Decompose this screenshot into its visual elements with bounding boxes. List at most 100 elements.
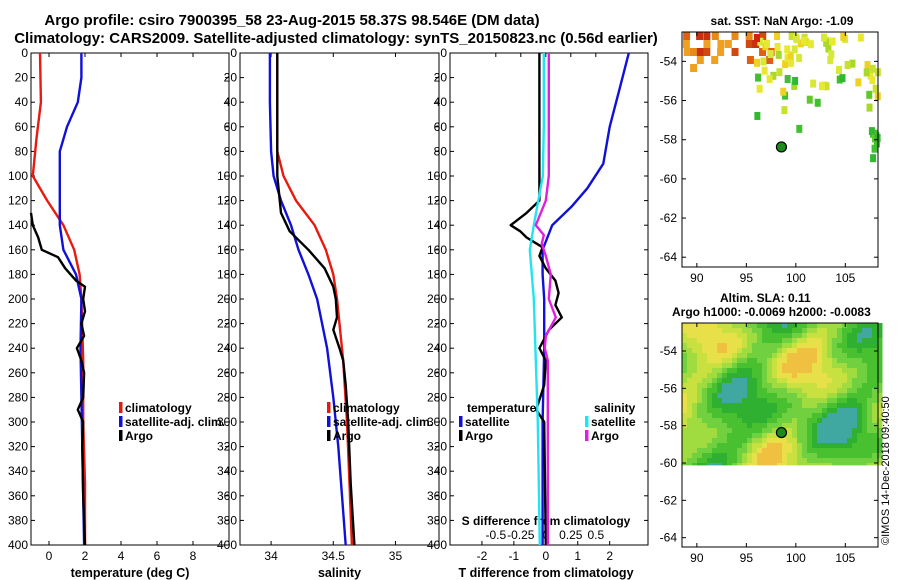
sla-cell bbox=[787, 368, 793, 374]
sla-cell bbox=[817, 443, 823, 449]
legend-swatch bbox=[327, 402, 331, 413]
sla-cell bbox=[862, 418, 868, 424]
sla-cell bbox=[862, 408, 868, 414]
sla-cell bbox=[802, 443, 808, 449]
sla-cell bbox=[697, 458, 703, 464]
sla-cell bbox=[807, 388, 813, 394]
sla-cell bbox=[862, 353, 868, 359]
sla-cell bbox=[707, 353, 713, 359]
sla-cell bbox=[762, 378, 768, 384]
sla-cell bbox=[727, 433, 733, 439]
sla-cell bbox=[787, 353, 793, 359]
sla-cell bbox=[837, 458, 843, 464]
sla-cell bbox=[832, 443, 838, 449]
sla-cell bbox=[822, 433, 828, 439]
sla-cell bbox=[692, 343, 698, 349]
sla-cell bbox=[772, 363, 778, 369]
sla-cell bbox=[877, 433, 883, 439]
sla-cell bbox=[872, 368, 878, 374]
sla-cell bbox=[702, 438, 708, 444]
sla-cell bbox=[867, 463, 873, 466]
sla-cell bbox=[832, 338, 838, 344]
sla-cell bbox=[767, 433, 773, 439]
sst-cell bbox=[866, 90, 873, 99]
sla-cell bbox=[767, 373, 773, 379]
sla-cell bbox=[857, 368, 863, 374]
sla-cell bbox=[832, 348, 838, 354]
sla-cell bbox=[797, 328, 803, 334]
sla-cell bbox=[802, 453, 808, 459]
sla-cell bbox=[747, 368, 753, 374]
sla-cell bbox=[877, 443, 883, 449]
y-tick-label: 360 bbox=[427, 489, 447, 503]
sla-cell bbox=[697, 428, 703, 434]
sla-cell bbox=[747, 333, 753, 339]
sla-cell bbox=[807, 383, 813, 389]
sla-cell bbox=[732, 443, 738, 449]
sla-cell bbox=[737, 328, 743, 334]
sla-cell bbox=[787, 448, 793, 454]
sla-cell bbox=[767, 453, 773, 459]
sla-cell bbox=[827, 383, 833, 389]
plot-frame bbox=[30, 52, 230, 546]
sla-cell bbox=[722, 458, 728, 464]
sla-cell bbox=[802, 378, 808, 384]
sla-cell bbox=[742, 438, 748, 444]
sla-cell bbox=[857, 343, 863, 349]
sla-cell bbox=[707, 373, 713, 379]
sla-cell bbox=[752, 368, 758, 374]
secondary-x-tick-label: 0.5 bbox=[587, 528, 604, 542]
sla-cell bbox=[737, 418, 743, 424]
sst-cell bbox=[703, 40, 711, 48]
sst-cell bbox=[829, 37, 836, 46]
sla-cell bbox=[787, 378, 793, 384]
sla-cell bbox=[837, 393, 843, 399]
sla-cell bbox=[727, 448, 733, 454]
sla-cell bbox=[872, 438, 878, 444]
sla-cell bbox=[812, 428, 818, 434]
sla-cell bbox=[792, 458, 798, 464]
sla-cell bbox=[877, 368, 883, 374]
y-tick-label: 220 bbox=[217, 317, 237, 331]
sla-cell bbox=[737, 393, 743, 399]
sla-cell bbox=[862, 328, 868, 334]
sla-cell bbox=[717, 413, 723, 419]
sla-cell bbox=[747, 413, 753, 419]
sla-cell bbox=[787, 408, 793, 414]
y-tick-label: 40 bbox=[224, 95, 238, 109]
sla-cell bbox=[692, 463, 698, 466]
sla-cell bbox=[877, 408, 883, 414]
map-x-tick-label: 100 bbox=[786, 271, 806, 285]
title-line-2: Climatology: CARS2009. Satellite-adjuste… bbox=[14, 30, 658, 47]
sla-cell bbox=[747, 373, 753, 379]
sla-cell bbox=[822, 348, 828, 354]
sla-cell bbox=[847, 463, 853, 466]
sla-cell bbox=[682, 418, 688, 424]
sla-cell bbox=[877, 448, 883, 454]
sla-cell bbox=[792, 368, 798, 374]
sla-cell bbox=[827, 438, 833, 444]
sla-cell bbox=[732, 323, 738, 329]
sst-cell bbox=[759, 48, 767, 56]
sla-cell bbox=[702, 373, 708, 379]
sla-cell bbox=[757, 438, 763, 444]
sla-cell bbox=[852, 348, 858, 354]
y-tick-label: 160 bbox=[427, 243, 447, 257]
sla-cell bbox=[712, 363, 718, 369]
sst-cell bbox=[711, 56, 719, 64]
x-tick-label: 8 bbox=[190, 549, 197, 563]
sla-cell bbox=[832, 368, 838, 374]
sla-cell bbox=[832, 323, 838, 329]
sla-cell bbox=[867, 453, 873, 459]
sla-cell bbox=[772, 398, 778, 404]
sla-cell bbox=[862, 383, 868, 389]
sla-cell bbox=[687, 438, 693, 444]
sla-cell bbox=[682, 338, 688, 344]
sla-cell bbox=[757, 353, 763, 359]
sla-cell bbox=[867, 338, 873, 344]
sla-cell bbox=[842, 443, 848, 449]
legend-label: satellite bbox=[591, 415, 636, 429]
sla-cell bbox=[692, 328, 698, 334]
sla-cell bbox=[732, 368, 738, 374]
sla-cell bbox=[742, 373, 748, 379]
